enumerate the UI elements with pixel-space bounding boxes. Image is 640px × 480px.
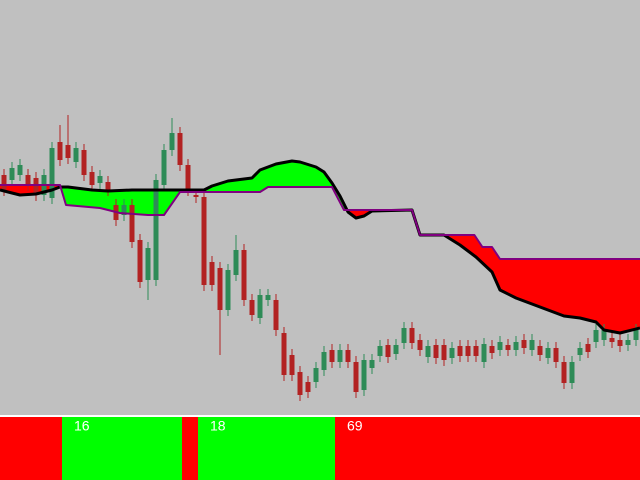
candle-body	[257, 295, 263, 318]
candle-body	[569, 362, 575, 383]
candle-body	[409, 328, 415, 343]
candle-body	[521, 340, 527, 348]
candle-body	[105, 182, 111, 190]
candle-body	[473, 346, 479, 356]
indicator-segment	[182, 417, 198, 480]
candle-body	[177, 133, 183, 165]
candle-body	[305, 382, 311, 392]
candle-body	[585, 344, 591, 352]
candle-body	[489, 346, 495, 353]
candle-body	[537, 346, 543, 355]
candle-body	[153, 180, 159, 280]
candle-body	[57, 142, 63, 160]
candle-body	[617, 340, 623, 346]
candle-body	[329, 350, 335, 362]
candle-body	[129, 205, 135, 242]
candle-body	[321, 352, 327, 370]
candle-body	[97, 176, 103, 183]
candle-body	[481, 344, 487, 362]
indicator-segment	[198, 417, 335, 480]
indicator-label: 16	[74, 418, 90, 434]
candle-body	[433, 345, 439, 358]
candle-body	[337, 350, 343, 362]
candle-body	[457, 346, 463, 356]
candle-body	[161, 150, 167, 185]
candle-body	[209, 262, 215, 285]
indicator-label: 69	[347, 418, 363, 434]
candle-body	[225, 270, 231, 310]
candle-body	[441, 345, 447, 360]
candle-body	[241, 250, 247, 300]
candle-body	[65, 145, 71, 158]
candle-body	[249, 300, 255, 315]
candle-body	[137, 240, 143, 282]
indicator-segment	[0, 417, 62, 480]
candle-body	[353, 362, 359, 392]
candle-body	[73, 148, 79, 162]
candle-body	[425, 346, 431, 357]
candle-body	[297, 372, 303, 395]
candle-body	[185, 165, 191, 190]
candle-body	[449, 348, 455, 358]
candle-body	[553, 348, 559, 362]
candle-body	[81, 150, 87, 175]
candle-body	[593, 330, 599, 342]
candle-body	[545, 348, 551, 358]
candle-body	[417, 340, 423, 350]
candle-body	[281, 333, 287, 375]
indicator-label: 18	[210, 418, 226, 434]
candle-body	[625, 340, 631, 345]
candle-body	[265, 295, 271, 300]
candle-body	[89, 172, 95, 185]
cloud-line	[0, 184, 640, 260]
candle-body	[169, 133, 175, 150]
candle-body	[145, 248, 151, 280]
candle-body	[377, 346, 383, 356]
candle-body	[49, 148, 55, 198]
candle-body	[401, 328, 407, 343]
candle-body	[385, 345, 391, 357]
candle-body	[577, 348, 583, 355]
candle-body	[273, 300, 279, 330]
candle-body	[17, 165, 23, 175]
candle-body	[1, 175, 7, 190]
indicator-segment	[335, 417, 640, 480]
candle-body	[345, 350, 351, 362]
candle-body	[633, 330, 639, 340]
candle-body	[609, 338, 615, 342]
candle-body	[193, 195, 199, 197]
candle-body	[561, 362, 567, 383]
candle-body	[121, 205, 127, 215]
candle-body	[201, 197, 207, 285]
candle-body	[497, 342, 503, 350]
indicator-segment	[62, 417, 182, 480]
candle-body	[529, 340, 535, 350]
candle-body	[217, 268, 223, 310]
candle-body	[9, 168, 15, 180]
candle-body	[505, 345, 511, 350]
candle-body	[393, 345, 399, 354]
candle-body	[233, 250, 239, 275]
candle-body	[289, 355, 295, 375]
candle-body	[369, 360, 375, 368]
candle-body	[313, 368, 319, 382]
candle-body	[25, 175, 31, 185]
candle-body	[601, 330, 607, 340]
cloud-line	[0, 159, 640, 335]
candle-body	[513, 342, 519, 350]
candle-body	[465, 346, 471, 356]
candle-body	[361, 360, 367, 390]
candle-body	[33, 178, 39, 195]
